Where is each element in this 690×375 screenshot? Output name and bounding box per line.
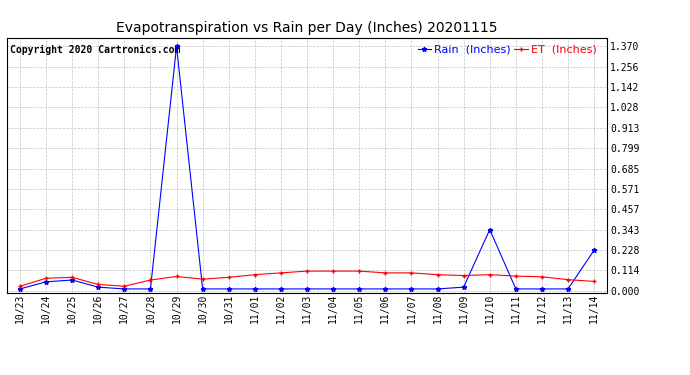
Rain  (Inches): [460, 285, 468, 290]
ET  (Inches): [460, 273, 468, 278]
Rain  (Inches): [355, 286, 364, 291]
ET  (Inches): [225, 275, 233, 280]
ET  (Inches): [486, 272, 494, 277]
Text: Copyright 2020 Cartronics.com: Copyright 2020 Cartronics.com: [10, 45, 180, 55]
ET  (Inches): [16, 284, 24, 288]
ET  (Inches): [42, 276, 50, 280]
Rain  (Inches): [329, 286, 337, 291]
Rain  (Inches): [172, 44, 181, 49]
ET  (Inches): [172, 274, 181, 279]
Legend: Rain  (Inches), ET  (Inches): Rain (Inches), ET (Inches): [413, 40, 601, 59]
Rain  (Inches): [199, 286, 207, 291]
ET  (Inches): [512, 274, 520, 278]
Rain  (Inches): [16, 286, 24, 291]
Rain  (Inches): [590, 248, 598, 252]
ET  (Inches): [68, 275, 77, 280]
Rain  (Inches): [120, 286, 128, 291]
ET  (Inches): [590, 279, 598, 284]
Line: Rain  (Inches): Rain (Inches): [17, 44, 597, 291]
Rain  (Inches): [68, 278, 77, 282]
ET  (Inches): [277, 271, 285, 275]
Rain  (Inches): [94, 285, 102, 290]
Rain  (Inches): [407, 286, 415, 291]
ET  (Inches): [564, 278, 572, 282]
ET  (Inches): [381, 271, 389, 275]
Rain  (Inches): [433, 286, 442, 291]
ET  (Inches): [146, 278, 155, 282]
Line: ET  (Inches): ET (Inches): [17, 268, 597, 289]
ET  (Inches): [407, 271, 415, 275]
Rain  (Inches): [486, 227, 494, 232]
ET  (Inches): [120, 284, 128, 288]
ET  (Inches): [303, 269, 311, 273]
Rain  (Inches): [381, 286, 389, 291]
ET  (Inches): [538, 274, 546, 279]
ET  (Inches): [199, 277, 207, 281]
ET  (Inches): [250, 272, 259, 277]
Rain  (Inches): [146, 286, 155, 291]
Rain  (Inches): [303, 286, 311, 291]
Rain  (Inches): [225, 286, 233, 291]
Rain  (Inches): [564, 286, 572, 291]
Rain  (Inches): [277, 286, 285, 291]
Title: Evapotranspiration vs Rain per Day (Inches) 20201115: Evapotranspiration vs Rain per Day (Inch…: [117, 21, 497, 35]
Rain  (Inches): [42, 279, 50, 284]
Rain  (Inches): [512, 286, 520, 291]
Rain  (Inches): [538, 286, 546, 291]
ET  (Inches): [94, 282, 102, 287]
ET  (Inches): [355, 269, 364, 273]
ET  (Inches): [433, 272, 442, 277]
ET  (Inches): [329, 269, 337, 273]
Rain  (Inches): [250, 286, 259, 291]
